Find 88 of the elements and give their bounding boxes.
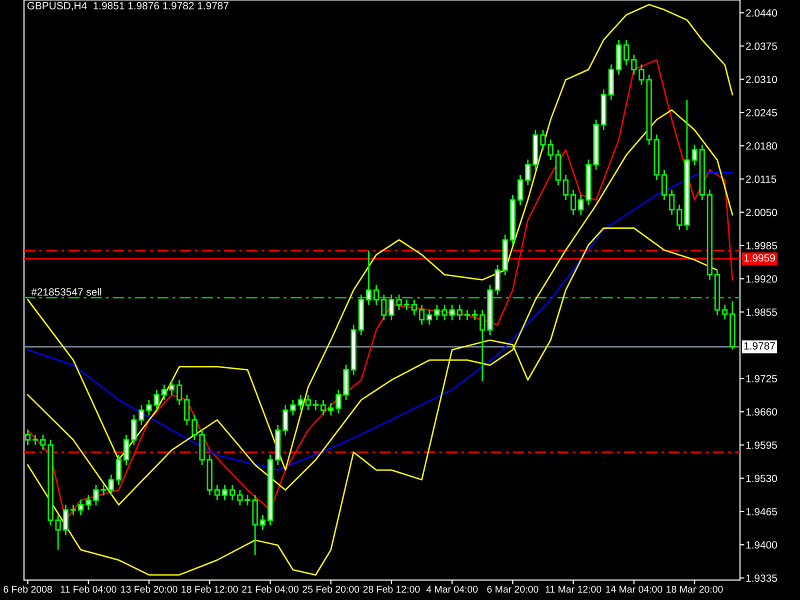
candlestick [32,434,38,446]
candlestick [464,309,470,321]
candlestick [108,474,114,496]
candlestick [426,309,432,326]
candlestick [570,189,576,216]
x-tick-label: 18 Mar 20:00 [666,586,723,593]
candlestick [24,428,31,446]
candlestick [366,250,372,306]
y-tick-label: 1.9660 [746,408,778,416]
candlestick [123,434,130,466]
candlestick [55,514,61,551]
candlestick [456,304,462,321]
x-tick-label: 11 Feb 04:00 [60,586,116,593]
y-tick-label: 1.9465 [746,508,777,516]
x-tick-label: 13 Feb 20:00 [121,586,178,593]
candlestick [525,158,531,186]
candlestick [230,484,236,501]
y-tick-label: 1.9530 [746,474,778,482]
candlestick [168,379,175,396]
y-tick-label: 2.0375 [746,42,777,50]
candlestick [442,304,448,321]
candlestick [214,484,220,501]
candlestick [328,402,334,416]
candlestick [434,304,440,321]
candlestick [578,194,584,216]
x-tick-label: 6 Mar 20:00 [487,586,538,593]
ref-line-label: 1.9959 [744,254,775,262]
candlestick [260,514,266,531]
candlestick [480,309,486,382]
x-tick-label: 25 Feb 20:00 [302,586,360,593]
x-tick-label: 14 Mar 04:00 [606,586,662,593]
y-tick-label: 1.9855 [746,308,777,316]
candlestick [562,174,569,201]
candlestick [540,129,546,151]
candlestick [312,399,319,411]
candlestick [676,204,682,231]
candlestick [548,138,554,161]
y-tick-label: 2.0180 [746,142,778,150]
chart-title: GBPUSD,H4 1.9851 1.9876 1.9782 1.9787 [27,2,228,11]
y-tick-label: 2.0310 [746,76,778,84]
candlestick [305,394,311,411]
candlestick [661,169,668,201]
line-series [27,171,734,471]
candlestick [336,389,342,414]
candlestick [668,189,675,216]
candlestick [131,414,137,446]
candlestick [631,54,637,76]
y-tick-label: 2.0440 [746,9,778,17]
y-tick-label: 1.9595 [746,441,777,449]
candlestick [517,174,524,206]
x-tick-label: 6 Feb 2008 [4,586,52,593]
ref-line-label: 1.9787 [744,342,775,350]
ref-line-label: #21853547 sell [31,288,102,296]
candlestick [282,404,288,436]
y-tick-label: 1.9985 [746,242,777,250]
candlestick [722,304,728,320]
candlestick [154,389,160,411]
candlestick [70,504,76,516]
y-tick-label: 1.9725 [746,374,777,382]
candlestick [86,494,92,511]
candlestick [404,299,410,311]
candlestick [381,294,387,321]
candlestick [184,394,190,426]
candlestick [78,499,84,516]
candlestick [624,39,630,66]
x-tick-label: 28 Feb 12:00 [363,586,420,593]
y-tick-label: 1.9400 [746,541,778,549]
y-tick-label: 1.9335 [746,574,777,582]
candlestick [449,304,455,321]
candlestick [638,64,644,86]
candlestick [418,304,425,326]
candlestick [320,399,326,416]
candlestick [161,384,167,401]
y-tick-label: 2.0050 [746,208,778,216]
candlestick [176,379,182,406]
x-tick-label: 18 Feb 12:00 [182,586,238,593]
candlestick [222,484,228,501]
candlestick [116,454,122,486]
candlestick [62,504,68,536]
y-tick-label: 2.0115 [746,176,776,183]
candlestick [472,309,478,321]
x-tick-label: 11 Mar 12:00 [546,586,602,593]
candlestick [411,299,418,316]
x-tick-label: 4 Mar 04:00 [426,586,478,593]
candlestick [374,284,380,306]
y-tick-label: 2.0245 [746,109,777,116]
y-tick-label: 1.9920 [746,275,778,283]
x-tick-label: 21 Feb 04:00 [242,586,299,593]
